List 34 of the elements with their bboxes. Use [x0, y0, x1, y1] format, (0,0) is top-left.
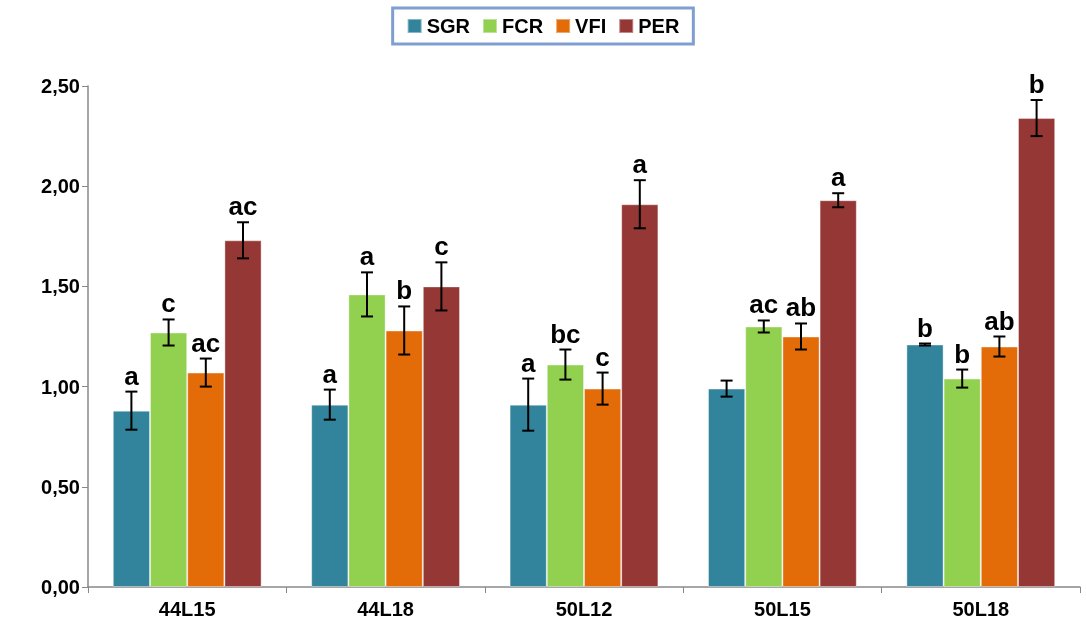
data-label: b: [396, 275, 413, 306]
y-tick-label: 0,50: [41, 475, 80, 498]
data-label: ab: [984, 305, 1015, 336]
data-label: a: [124, 360, 140, 391]
data-label: a: [359, 241, 375, 272]
data-label: ac: [749, 289, 779, 320]
legend-label: PER: [638, 15, 680, 37]
data-label: a: [520, 347, 536, 378]
data-label: bc: [550, 318, 581, 349]
legend-label: FCR: [502, 15, 544, 37]
data-label: a: [632, 149, 648, 180]
y-tick-label: 2,50: [41, 75, 80, 97]
data-label: b: [1028, 69, 1045, 100]
legend-label: SGR: [426, 15, 471, 37]
data-label: c: [161, 288, 176, 319]
y-tick-label: 1,50: [41, 275, 80, 298]
x-tick-label: 50L12: [555, 598, 613, 620]
legend-label: VFI: [575, 15, 607, 37]
x-tick-label: 44L15: [158, 598, 216, 620]
data-label: ab: [785, 292, 817, 323]
data-label: a: [830, 162, 846, 193]
data-label: b: [954, 338, 971, 369]
data-label: a: [322, 358, 338, 389]
data-label: c: [434, 231, 449, 262]
x-tick-label: 50L18: [952, 598, 1010, 620]
data-label: ac: [191, 327, 221, 358]
data-label: ac: [228, 191, 258, 222]
x-tick-label: 44L18: [357, 598, 414, 620]
y-tick-label: 2,00: [41, 175, 80, 198]
y-tick-label: 0,00: [41, 576, 80, 598]
y-tick-label: 1,00: [41, 375, 80, 398]
data-label: b: [917, 312, 933, 343]
x-tick-label: 50L15: [754, 598, 811, 620]
data-label: c: [595, 341, 610, 372]
